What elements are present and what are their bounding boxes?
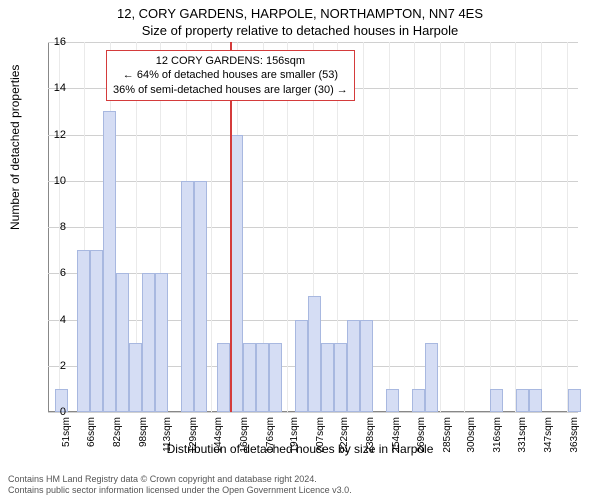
histogram-bar: [256, 343, 269, 412]
histogram-bar: [90, 250, 103, 412]
x-tick-label: 254sqm: [391, 417, 402, 457]
x-tick-label: 191sqm: [289, 417, 300, 457]
info-line-1: 12 CORY GARDENS: 156sqm: [113, 54, 348, 68]
histogram-bar: [217, 343, 230, 412]
histogram-bar: [360, 320, 373, 413]
x-tick-label: 238sqm: [365, 417, 376, 457]
histogram-bar: [103, 111, 116, 412]
histogram-bar: [243, 343, 256, 412]
y-tick-label: 4: [46, 314, 66, 326]
chart-title-sub: Size of property relative to detached ho…: [0, 21, 600, 38]
x-tick-label: 129sqm: [188, 417, 199, 457]
grid-line: [48, 412, 578, 413]
footer-line-1: Contains HM Land Registry data © Crown c…: [8, 474, 352, 485]
histogram-bar: [269, 343, 282, 412]
histogram-bar: [116, 273, 129, 412]
x-tick-label: 176sqm: [265, 417, 276, 457]
y-tick-label: 2: [46, 360, 66, 372]
histogram-bar: [347, 320, 360, 413]
x-tick-label: 316sqm: [492, 417, 503, 457]
y-tick-label: 14: [46, 82, 66, 94]
x-tick-label: 222sqm: [339, 417, 350, 457]
y-tick-label: 12: [46, 129, 66, 141]
x-tick-label: 82sqm: [112, 417, 123, 457]
grid-line-v: [464, 42, 465, 412]
x-tick-label: 285sqm: [442, 417, 453, 457]
x-tick-label: 51sqm: [61, 417, 72, 457]
x-tick-label: 207sqm: [315, 417, 326, 457]
info-line-2: ← 64% of detached houses are smaller (53…: [113, 68, 348, 82]
histogram-bar: [129, 343, 142, 412]
y-axis-label: Number of detached properties: [8, 65, 22, 230]
chart-title-main: 12, CORY GARDENS, HARPOLE, NORTHAMPTON, …: [0, 0, 600, 21]
y-tick-label: 16: [46, 36, 66, 48]
x-tick-label: 98sqm: [138, 417, 149, 457]
histogram-bar: [490, 389, 503, 412]
x-tick-label: 331sqm: [517, 417, 528, 457]
histogram-bar: [142, 273, 155, 412]
histogram-bar: [77, 250, 90, 412]
histogram-bar: [181, 181, 194, 412]
info-line-3: 36% of semi-detached houses are larger (…: [113, 83, 348, 97]
x-tick-label: 144sqm: [213, 417, 224, 457]
grid-line-v: [490, 42, 491, 412]
histogram-bar: [516, 389, 529, 412]
footer-line-2: Contains public sector information licen…: [8, 485, 352, 496]
y-tick-label: 10: [46, 175, 66, 187]
histogram-bar: [295, 320, 308, 413]
histogram-bar: [529, 389, 542, 412]
x-tick-label: 363sqm: [569, 417, 580, 457]
x-tick-label: 160sqm: [239, 417, 250, 457]
grid-line-v: [414, 42, 415, 412]
grid-line-v: [440, 42, 441, 412]
histogram-bar: [568, 389, 581, 412]
x-tick-label: 300sqm: [466, 417, 477, 457]
highlight-info-box: 12 CORY GARDENS: 156sqm ← 64% of detache…: [106, 50, 355, 101]
histogram-bar: [308, 296, 321, 412]
histogram-bar: [425, 343, 438, 412]
histogram-bar: [321, 343, 334, 412]
histogram-bar: [155, 273, 168, 412]
histogram-bar: [412, 389, 425, 412]
y-tick-label: 8: [46, 221, 66, 233]
grid-line-v: [567, 42, 568, 412]
grid-line-v: [389, 42, 390, 412]
grid-line-v: [515, 42, 516, 412]
footer-attribution: Contains HM Land Registry data © Crown c…: [8, 474, 352, 496]
histogram-bar: [334, 343, 347, 412]
y-tick-label: 6: [46, 267, 66, 279]
x-tick-label: 66sqm: [86, 417, 97, 457]
chart-container: 12, CORY GARDENS, HARPOLE, NORTHAMPTON, …: [0, 0, 600, 500]
x-tick-label: 347sqm: [543, 417, 554, 457]
grid-line-v: [541, 42, 542, 412]
histogram-bar: [194, 181, 207, 412]
x-tick-label: 269sqm: [416, 417, 427, 457]
x-tick-label: 113sqm: [162, 417, 173, 457]
histogram-bar: [386, 389, 399, 412]
